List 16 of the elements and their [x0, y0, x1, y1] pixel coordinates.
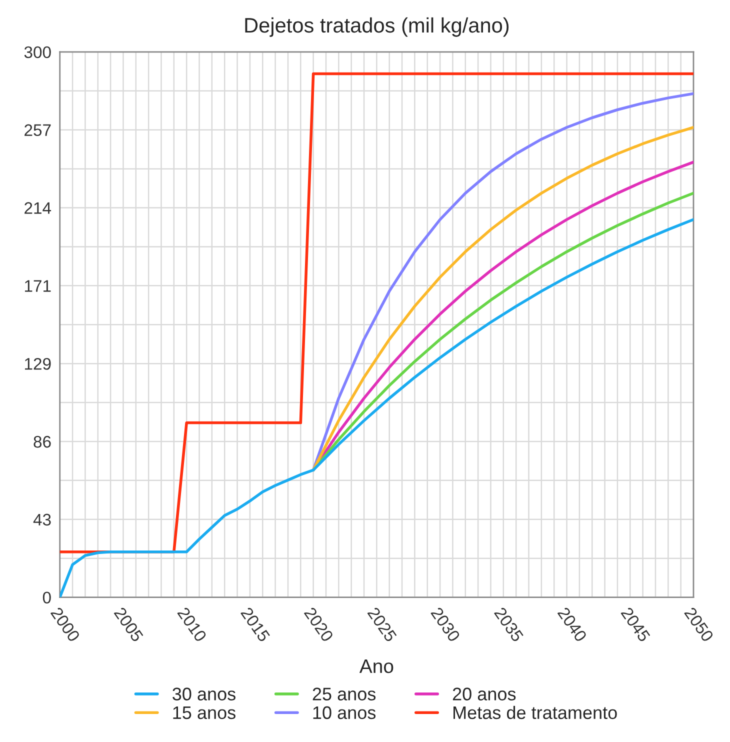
- y-tick-label: 86: [34, 436, 51, 448]
- y-tick-label: 43: [33, 514, 51, 526]
- chart-title: Dejetos tratados (mil kg/ano): [245, 17, 509, 37]
- y-tick-label: 171: [24, 280, 51, 292]
- legend-label: 30 anos: [172, 688, 236, 700]
- y-tick-label: 257: [24, 124, 51, 136]
- x-axis-title: Ano: [359, 660, 394, 674]
- y-tick-label: 300: [24, 46, 51, 58]
- legend-label: Metas de tratamento: [454, 706, 617, 720]
- legend-label: 20 anos: [452, 688, 516, 700]
- legend-label: 25 anos: [312, 688, 376, 700]
- y-tick-label: 0: [42, 592, 51, 604]
- legend-label: 10 anos: [313, 706, 376, 720]
- y-tick-label: 129: [24, 358, 51, 370]
- legend-label: 15 anos: [173, 706, 236, 720]
- y-tick-label: 214: [24, 202, 52, 214]
